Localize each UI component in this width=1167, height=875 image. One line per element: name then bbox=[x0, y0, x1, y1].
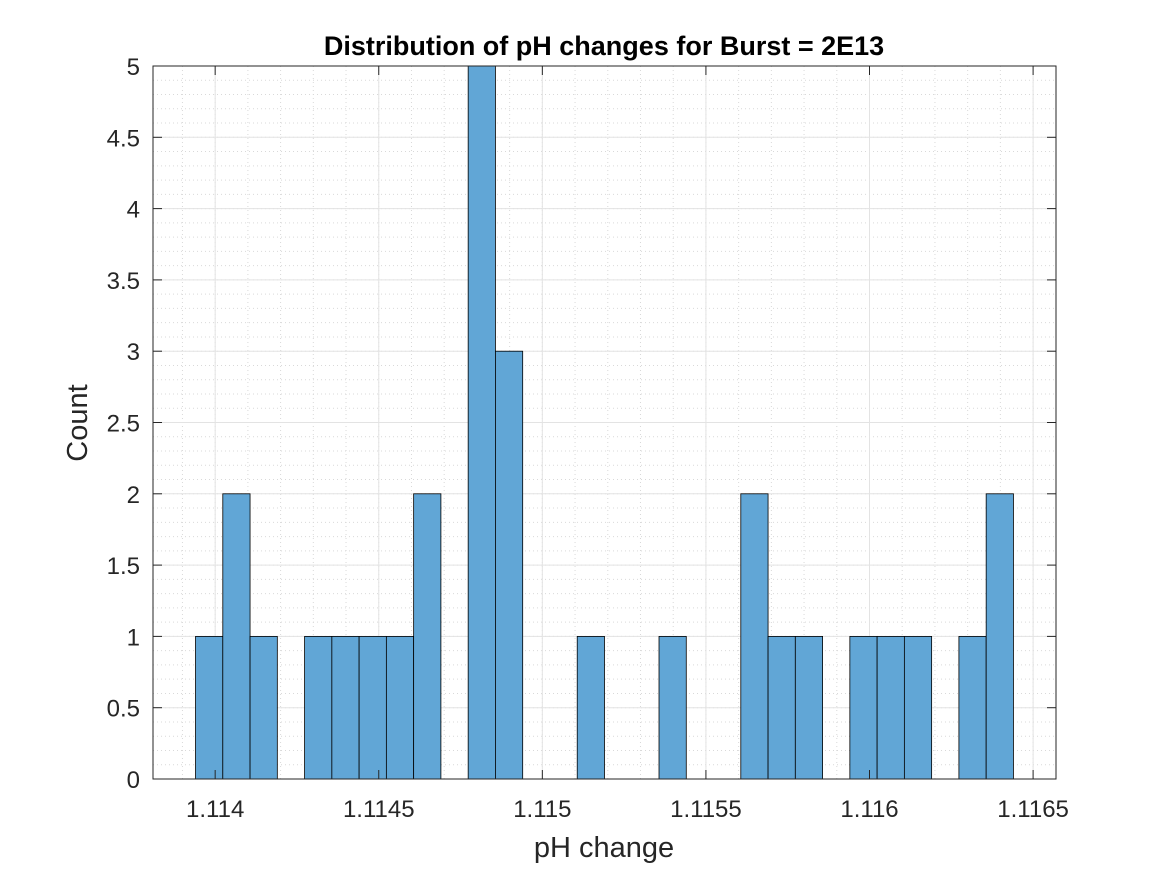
axis-ticks bbox=[153, 65, 1056, 780]
x-tick-label: 1.116 bbox=[840, 796, 898, 823]
histogram-bar bbox=[576, 636, 605, 780]
histogram-bar bbox=[331, 636, 360, 780]
y-tick-label: 2 bbox=[127, 482, 140, 509]
histogram-bar bbox=[767, 636, 796, 780]
x-tick-label: 1.115 bbox=[513, 796, 571, 823]
y-tick-label: 5 bbox=[127, 54, 140, 81]
histogram-bar bbox=[903, 636, 933, 780]
histogram-bar bbox=[849, 636, 878, 780]
histogram-bar bbox=[467, 65, 496, 780]
histogram-bar bbox=[876, 636, 905, 780]
histogram-bar bbox=[985, 493, 1014, 780]
histogram-bar bbox=[358, 636, 387, 780]
x-tick-label: 1.1145 bbox=[343, 796, 415, 823]
x-tick-labels: 1.114 1.1145 1.115 1.1155 1.116 1.1165 bbox=[186, 796, 1069, 823]
histogram-bar bbox=[794, 636, 823, 780]
histogram-bar bbox=[958, 636, 987, 780]
y-tick-label: 1 bbox=[127, 624, 140, 651]
histogram-bar bbox=[222, 493, 251, 780]
y-tick-label: 3.5 bbox=[107, 268, 140, 295]
y-tick-label: 4.5 bbox=[107, 125, 140, 152]
histogram-bar bbox=[249, 636, 278, 780]
y-axis-label: Count bbox=[62, 384, 94, 461]
histogram-bar bbox=[385, 636, 415, 780]
y-tick-label: 3 bbox=[127, 339, 140, 366]
y-tick-label: 1.5 bbox=[107, 553, 140, 580]
x-axis-label: pH change bbox=[534, 832, 674, 864]
histogram-bar bbox=[413, 493, 442, 780]
x-tick-label: 1.1155 bbox=[670, 796, 742, 823]
histogram-bar bbox=[740, 493, 769, 780]
y-tick-labels: 0 0.5 1 1.5 2 2.5 3 3.5 4 4.5 5 bbox=[107, 54, 140, 794]
histogram-bar bbox=[658, 636, 687, 780]
x-tick-label: 1.1165 bbox=[997, 796, 1069, 823]
chart-title: Distribution of pH changes for Burst = 2… bbox=[324, 31, 884, 61]
histogram-bar bbox=[195, 636, 224, 780]
y-tick-label: 4 bbox=[127, 197, 140, 224]
histogram-bar bbox=[304, 636, 333, 780]
y-tick-label: 0.5 bbox=[107, 696, 140, 723]
histogram-bars bbox=[195, 65, 1014, 780]
y-tick-label: 0 bbox=[127, 767, 140, 794]
y-tick-label: 2.5 bbox=[107, 411, 140, 438]
histogram-bar bbox=[495, 350, 524, 780]
x-tick-label: 1.114 bbox=[186, 796, 244, 823]
